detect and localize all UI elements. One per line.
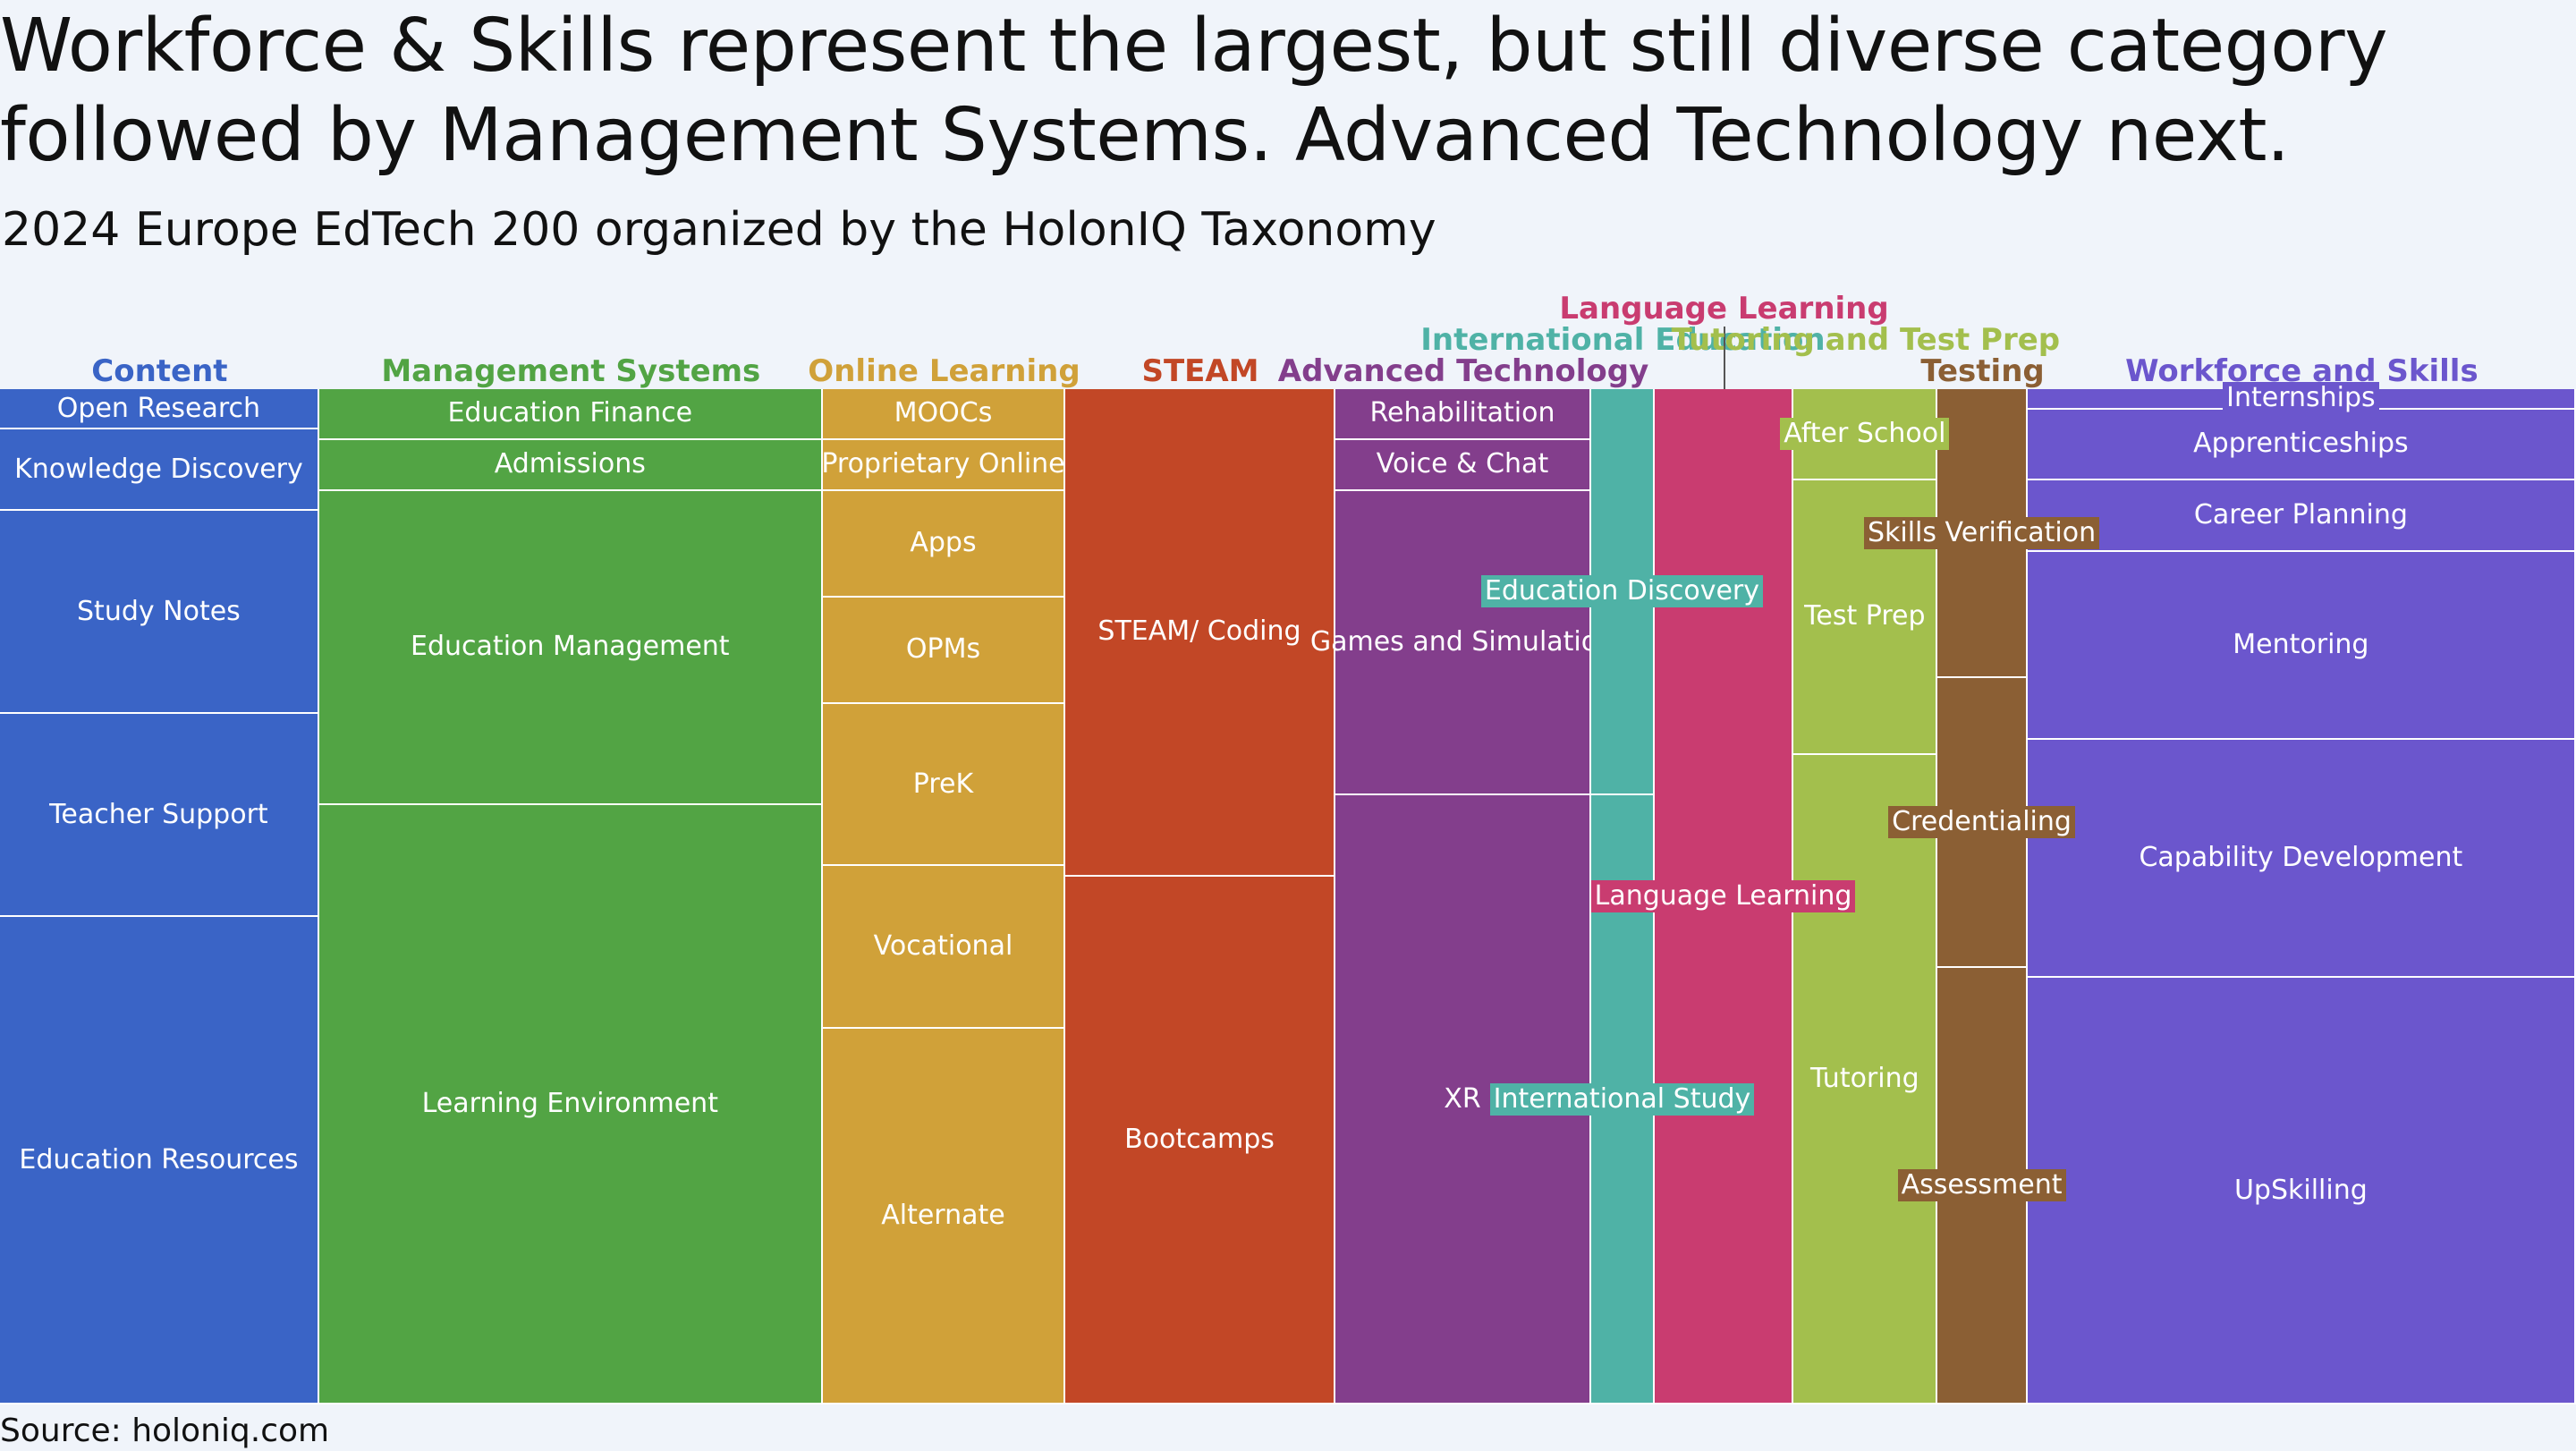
- segment-label: Apps: [910, 527, 977, 559]
- segment-label: Education Finance: [447, 397, 693, 429]
- segment-games-and-simulation: Games and Simulation: [1310, 490, 1614, 795]
- segment-education-management: Education Management: [318, 490, 823, 806]
- segment-opms: OPMs: [822, 597, 1066, 704]
- segment-label: Credentialing: [1888, 806, 2075, 839]
- segment-label: Learning Environment: [421, 1088, 718, 1120]
- segment-label: Knowledge Discovery: [14, 453, 303, 485]
- source-note: Source: holoniq.com: [0, 1413, 330, 1449]
- segment-upskilling: UpSkilling: [2027, 978, 2576, 1404]
- segment-after-school: After School: [1780, 389, 1950, 481]
- chart-title: Workforce & Skills represent the largest…: [0, 2, 2558, 181]
- title-line-1: Workforce & Skills represent the largest…: [0, 4, 2388, 89]
- segment-label: Teacher Support: [49, 798, 268, 830]
- segment-rehabilitation: Rehabilitation: [1335, 389, 1592, 440]
- segment-label: PreK: [912, 768, 974, 800]
- segment-label: Study Notes: [77, 595, 241, 627]
- segment-label: Capability Development: [2139, 841, 2463, 873]
- segment-label: Alternate: [881, 1200, 1005, 1232]
- segment-education-resources: Education Resources: [0, 917, 319, 1404]
- segment-internships: Internships: [2027, 382, 2576, 415]
- category-label-tutoring-and-test-prep: Tutoring and Test Prep: [1671, 322, 2061, 358]
- segment-knowledge-discovery: Knowledge Discovery: [0, 429, 319, 512]
- segment-steam-coding: STEAM/ Coding: [1065, 389, 1335, 877]
- category-label-language-learning: Language Learning: [1559, 291, 1889, 327]
- segment-label: Proprietary Online: [821, 448, 1065, 480]
- segment-label: Career Planning: [2193, 498, 2408, 530]
- segment-vocational: Vocational: [822, 866, 1066, 1030]
- category-label-management-systems: Management Systems: [381, 353, 761, 389]
- segment-label: Voice & Chat: [1376, 448, 1549, 480]
- segment-label: OPMs: [905, 633, 981, 666]
- segment-label: Vocational: [873, 930, 1013, 963]
- segment-label: Games and Simulation: [1309, 625, 1615, 658]
- segment-mentoring: Mentoring: [2027, 551, 2576, 740]
- segment-alternate: Alternate: [822, 1029, 1066, 1404]
- segment-label: International Study: [1489, 1082, 1755, 1116]
- category-label-content: Content: [91, 353, 228, 389]
- segment-label: UpSkilling: [2233, 1174, 2368, 1206]
- segment-education-finance: Education Finance: [318, 389, 823, 440]
- segment-prek: PreK: [822, 703, 1066, 867]
- segment-voice-chat: Voice & Chat: [1335, 439, 1592, 491]
- segment-apprenticeships: Apprenticeships: [2027, 409, 2576, 481]
- segment-label: Test Prep: [1804, 600, 1926, 632]
- segment-label: Assessment: [1897, 1168, 2066, 1201]
- segment-label: Internships: [2223, 382, 2379, 415]
- category-label-online-learning: Online Learning: [808, 353, 1080, 389]
- segment-skills-verification: Skills Verification: [1863, 389, 2100, 679]
- segment-learning-environment: Learning Environment: [318, 805, 823, 1404]
- segment-label: Education Management: [411, 631, 730, 663]
- category-label-steam: STEAM: [1141, 353, 1259, 389]
- segment-admissions: Admissions: [318, 439, 823, 491]
- category-label-advanced-technology: Advanced Technology: [1277, 353, 1649, 389]
- segment-proprietary-online: Proprietary Online: [821, 439, 1066, 491]
- segment-label: Tutoring: [1810, 1062, 1919, 1094]
- segment-apps: Apps: [822, 490, 1066, 598]
- mekko-chart: Content Open Research Knowledge Discovery S…: [0, 286, 2576, 1404]
- category-leader-line: [1723, 327, 1725, 389]
- category-label-testing: Testing: [1920, 353, 2045, 389]
- segment-bootcamps: Bootcamps: [1065, 876, 1335, 1404]
- segment-label: XR: [1444, 1082, 1481, 1115]
- segment-label: Rehabilitation: [1369, 397, 1555, 429]
- segment-study-notes: Study Notes: [0, 511, 319, 715]
- segment-label: STEAM/ Coding: [1097, 615, 1301, 648]
- segment-label: After School: [1780, 418, 1950, 451]
- segment-teacher-support: Teacher Support: [0, 714, 319, 918]
- segment-label: Admissions: [494, 448, 646, 480]
- segment-label: Mentoring: [2233, 628, 2369, 660]
- segment-credentialing: Credentialing: [1888, 678, 2075, 968]
- segment-capability-development: Capability Development: [2027, 739, 2576, 979]
- segment-label: Skills Verification: [1863, 516, 2100, 549]
- segment-label: Open Research: [56, 392, 261, 424]
- segment-label: Education Discovery: [1480, 575, 1763, 607]
- title-line-2: followed by Management Systems. Advanced…: [0, 93, 2290, 178]
- segment-education-discovery: Education Discovery: [1480, 389, 1763, 795]
- segment-label: Bootcamps: [1124, 1123, 1275, 1155]
- segment-label: MOOCs: [894, 397, 993, 429]
- chart-subtitle: 2024 Europe EdTech 200 organized by the …: [2, 203, 1436, 257]
- segment-label: Apprenticeships: [2193, 428, 2409, 460]
- segment-assessment: Assessment: [1897, 967, 2066, 1404]
- segment-label: Language Learning: [1590, 879, 1856, 912]
- segment-language-learning: Language Learning: [1590, 389, 1856, 1404]
- segment-career-planning: Career Planning: [2027, 480, 2576, 552]
- segment-label: Education Resources: [19, 1143, 299, 1175]
- segment-tutoring: Tutoring: [1793, 754, 1938, 1404]
- segment-moocs: MOOCs: [822, 389, 1066, 440]
- segment-open-research: Open Research: [0, 389, 319, 430]
- category-label-international-education: International Education: [1420, 322, 1826, 358]
